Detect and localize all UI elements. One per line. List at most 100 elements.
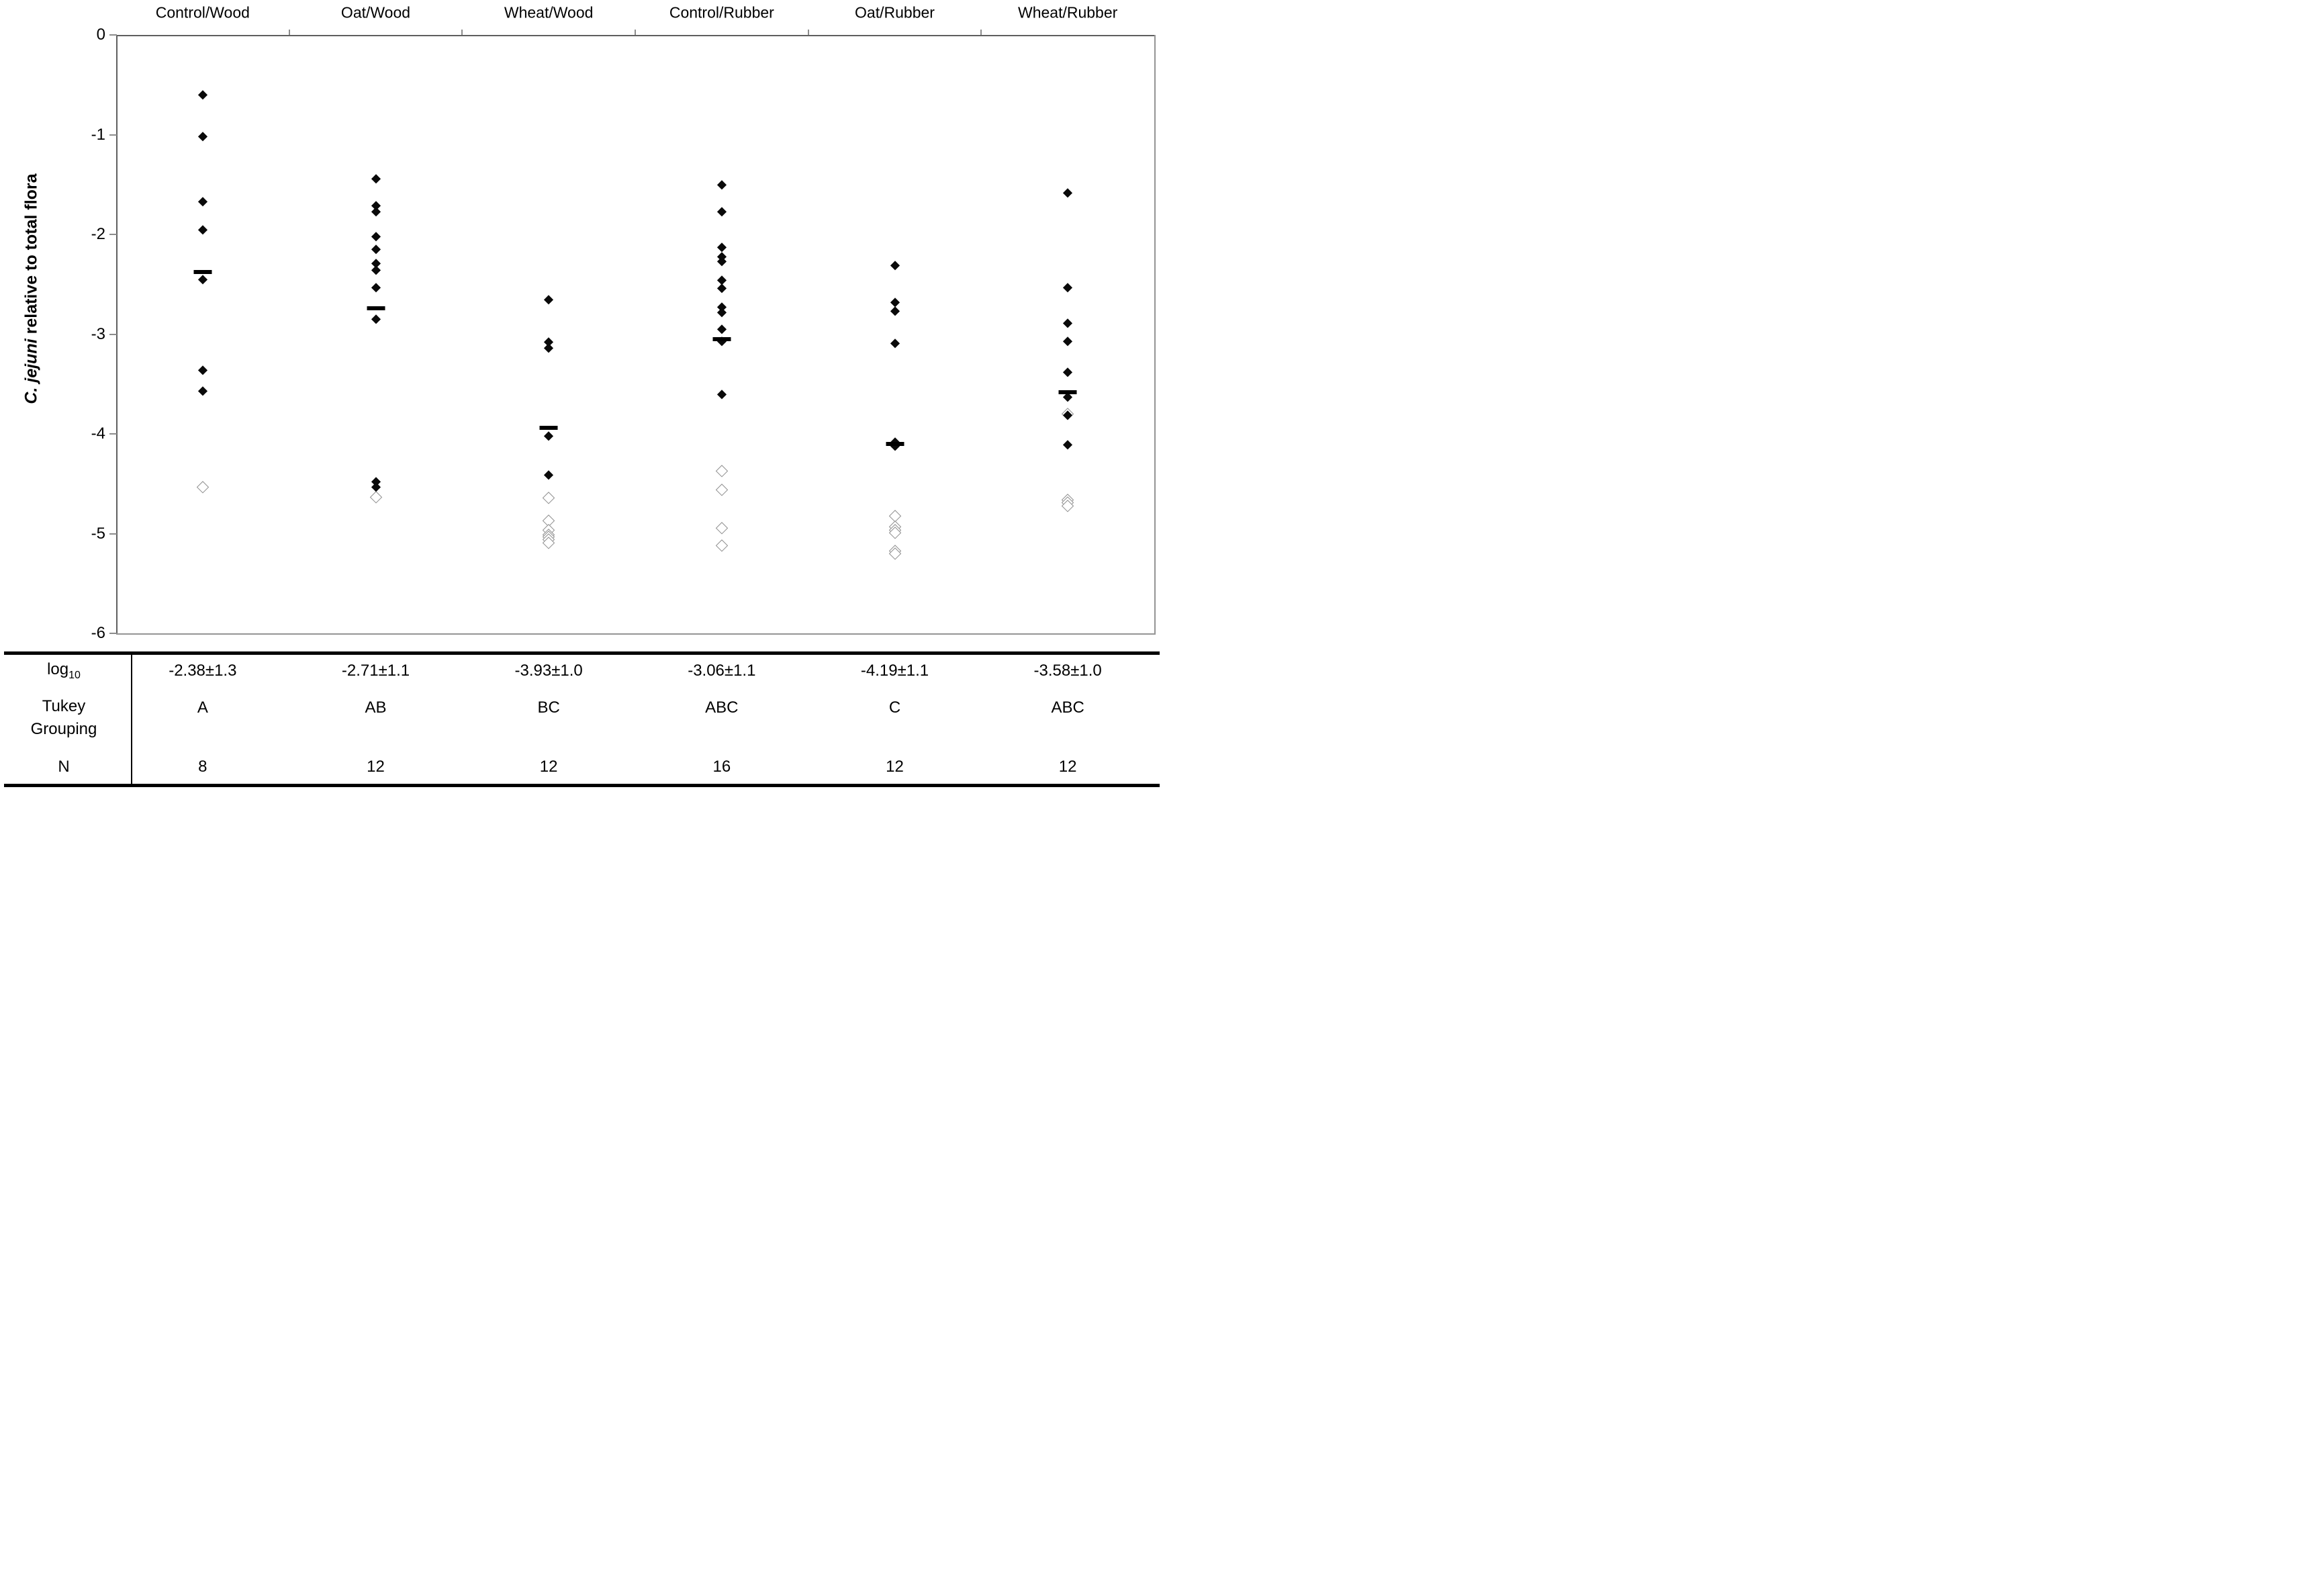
data-point-filled xyxy=(1063,318,1072,328)
category-boundary-tick xyxy=(980,30,982,35)
category-boundary-tick xyxy=(635,30,636,35)
data-point-filled xyxy=(1063,336,1072,346)
table-cell-n: 8 xyxy=(198,758,207,776)
data-point-filled xyxy=(1063,187,1072,197)
y-axis-tick-mark xyxy=(109,134,117,136)
y-axis-tick-mark xyxy=(109,333,117,335)
y-axis-tick-label: -4 xyxy=(91,424,105,443)
table-row-label-tukey: Tukey xyxy=(42,697,86,715)
mean-bar xyxy=(367,306,385,310)
data-point-filled xyxy=(717,324,727,334)
figure: C. jejuni relative to total flora Contro… xyxy=(0,0,1162,792)
data-point-filled xyxy=(371,265,381,275)
data-point-open xyxy=(715,539,728,552)
data-point-open xyxy=(715,484,728,496)
table-cell-mean: -2.71±1.1 xyxy=(341,662,410,680)
data-point-filled xyxy=(198,197,207,206)
log-label-subscript: 10 xyxy=(68,669,81,681)
table-cell-mean: -4.19±1.1 xyxy=(860,662,929,680)
column-header-wheat-rubber: Wheat/Rubber xyxy=(1018,3,1118,21)
y-axis-tick-label: -1 xyxy=(91,125,105,144)
category-boundary-tick xyxy=(461,30,463,35)
y-axis-tick-mark xyxy=(109,234,117,235)
data-point-filled xyxy=(1063,440,1072,450)
column-header-wheat-wood: Wheat/Wood xyxy=(504,3,594,21)
category-boundary-tick xyxy=(807,30,809,35)
data-point-open xyxy=(715,521,728,534)
data-point-filled xyxy=(717,207,727,216)
data-point-filled xyxy=(544,431,553,441)
table-cell-tukey: A xyxy=(197,698,208,717)
y-axis-tick-mark xyxy=(109,533,117,535)
data-point-filled xyxy=(198,386,207,396)
y-axis-tick-label: -5 xyxy=(91,524,105,543)
data-point-filled xyxy=(890,338,900,348)
table-cell-tukey: C xyxy=(888,698,901,717)
data-point-filled xyxy=(544,470,553,480)
column-header-control-rubber: Control/Rubber xyxy=(669,3,774,21)
category-boundary-tick xyxy=(288,30,290,35)
data-point-filled xyxy=(717,389,727,399)
y-axis-tick-mark xyxy=(109,34,117,36)
data-point-filled xyxy=(717,242,727,253)
table-cell-mean: -3.93±1.0 xyxy=(514,662,583,680)
table-row-label-log10: log10 xyxy=(0,660,128,682)
data-point-filled xyxy=(717,283,727,293)
table-cell-n: 12 xyxy=(1058,758,1077,776)
y-axis-tick-label: -3 xyxy=(91,324,105,343)
y-axis-title: C. jejuni relative to total flora xyxy=(22,173,42,404)
y-axis-tick-label: 0 xyxy=(96,26,105,44)
table-cell-n: 12 xyxy=(886,758,904,776)
table-separator-line xyxy=(131,651,132,787)
column-header-control-wood: Control/Wood xyxy=(155,3,250,21)
data-point-filled xyxy=(371,244,381,254)
mean-bar xyxy=(539,426,558,431)
y-axis-tick-mark xyxy=(109,433,117,435)
data-point-open xyxy=(715,465,728,477)
table-cell-tukey: AB xyxy=(365,698,387,717)
data-point-filled xyxy=(371,174,381,183)
table-cell-tukey: BC xyxy=(537,698,560,717)
table-cell-n: 12 xyxy=(539,758,558,776)
table-row-label-n: N xyxy=(58,758,70,776)
data-point-filled xyxy=(717,180,727,189)
mean-bar xyxy=(712,336,731,341)
plot-border-top xyxy=(116,35,1156,36)
table-row-label-grouping: Grouping xyxy=(30,720,97,738)
table-border-bottom xyxy=(4,784,1160,787)
data-point-filled xyxy=(890,261,900,270)
table-cell-n: 16 xyxy=(712,758,731,776)
plot-border-bottom xyxy=(116,633,1156,635)
mean-bar xyxy=(886,441,904,446)
plot-border-right xyxy=(1154,35,1156,635)
data-point-open xyxy=(196,480,209,493)
data-point-filled xyxy=(890,298,900,307)
mean-bar xyxy=(1058,390,1077,394)
data-point-filled xyxy=(544,343,553,353)
data-point-filled xyxy=(198,132,207,142)
table-border-top xyxy=(4,651,1160,655)
data-point-filled xyxy=(1063,282,1072,292)
data-point-open xyxy=(543,492,555,504)
table-cell-tukey: ABC xyxy=(1051,698,1084,717)
data-point-filled xyxy=(1063,367,1072,377)
table-cell-mean: -3.06±1.1 xyxy=(688,662,756,680)
data-point-filled xyxy=(371,482,381,492)
y-axis-tick-label: -6 xyxy=(91,624,105,642)
data-point-filled xyxy=(198,90,207,99)
data-point-filled xyxy=(544,294,553,304)
column-header-oat-wood: Oat/Wood xyxy=(340,3,411,21)
table-cell-n: 12 xyxy=(367,758,385,776)
y-axis-tick-mark xyxy=(109,633,117,634)
table-cell-mean: -3.58±1.0 xyxy=(1033,662,1102,680)
column-header-oat-rubber: Oat/Rubber xyxy=(855,3,935,21)
table-cell-tukey: ABC xyxy=(705,698,739,717)
y-axis-line xyxy=(116,35,118,635)
y-axis-title-rest: relative to total flora xyxy=(21,173,41,339)
data-point-filled xyxy=(371,314,381,324)
data-point-open xyxy=(369,490,382,503)
data-point-filled xyxy=(717,308,727,317)
data-point-filled xyxy=(371,282,381,292)
log-label-text: log xyxy=(47,660,69,679)
table-cell-mean: -2.38±1.3 xyxy=(169,662,237,680)
